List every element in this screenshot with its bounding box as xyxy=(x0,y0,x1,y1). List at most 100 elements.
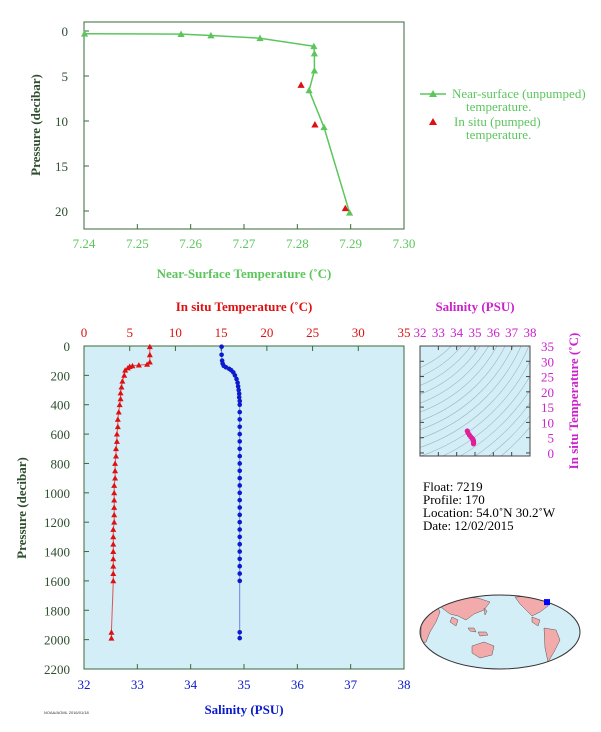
near-surface-point xyxy=(310,49,318,57)
top-x-tick-label: 7.25 xyxy=(126,236,149,251)
salinity-profile-point xyxy=(237,475,243,481)
salinity-profile-point xyxy=(237,571,243,576)
salinity-profile-point xyxy=(237,497,243,503)
top-y-tick-label: 20 xyxy=(55,204,68,219)
near-surface-point xyxy=(310,67,318,74)
salinity-profile-point xyxy=(237,549,243,554)
pressure-tick-label: 1400 xyxy=(44,545,70,560)
temperature-profile-point xyxy=(112,460,119,466)
salinity-tick-label: 38 xyxy=(398,677,411,692)
salinity-profile-point xyxy=(237,409,243,415)
salinity-profile-point xyxy=(237,505,243,510)
temperature-profile-point xyxy=(110,577,117,584)
ts-x-tick-label: 37 xyxy=(505,325,519,340)
temperature-profile-point xyxy=(115,409,122,415)
top-y-axis-label: Pressure (decibar) xyxy=(28,74,43,176)
profile-chart: 32 33 34 35 36 37 38 0 5 10 15 20 25 30 35 0 200 400 600 80… xyxy=(14,299,411,717)
near-surface-point xyxy=(80,30,89,37)
top-x-tick-label: 7.28 xyxy=(286,236,309,251)
float-info: Float: 7219 Profile: 170 Location: 54.0˚… xyxy=(423,479,556,533)
salinity-profile-point xyxy=(237,439,243,444)
temperature-profile-point xyxy=(114,416,121,422)
near-surface-point xyxy=(207,31,215,39)
salinity-profile-point xyxy=(237,578,243,584)
temperature-profile-point xyxy=(110,570,117,576)
salinity-profile-point xyxy=(237,446,243,452)
temperature-profile-point xyxy=(113,431,120,437)
near-surface-point xyxy=(310,42,318,50)
temperature-profile-point xyxy=(124,365,131,371)
salinity-tick-label: 35 xyxy=(238,677,251,692)
top-x-axis-label: Near-Surface Temperature (˚C) xyxy=(157,266,332,281)
pressure-tick-label: 600 xyxy=(51,427,71,442)
salinity-profile-point xyxy=(219,352,224,358)
temperature-profile-point xyxy=(135,362,142,368)
temperature-profile-point xyxy=(111,497,118,503)
salinity-profile-point xyxy=(237,563,243,569)
salinity-profile-point xyxy=(237,534,243,540)
temperature-profile-point xyxy=(119,378,126,384)
top-x-tick-label: 7.27 xyxy=(233,236,256,251)
ts-x-tick-label: 33 xyxy=(432,325,445,340)
temperature-tick-label: 10 xyxy=(169,325,182,340)
temperature-profile-point xyxy=(122,367,129,373)
profile-number: Profile: 170 xyxy=(423,492,485,507)
temperature-profile-point xyxy=(111,519,118,525)
salinity-profile-point xyxy=(237,556,243,562)
temperature-tick-label: 35 xyxy=(398,325,411,340)
credit-text: NOAA/AOML 2016/01/18 xyxy=(44,710,90,715)
ts-y-tick-label: 0 xyxy=(548,446,555,461)
temperature-profile-point xyxy=(111,482,118,488)
salinity-profile-point xyxy=(237,424,243,430)
salinity-profile-point xyxy=(232,373,238,378)
temperature-profile-point xyxy=(110,555,117,562)
temperature-profile-point xyxy=(114,423,121,430)
salinity-profile-point xyxy=(236,387,241,393)
temperature-profile-point xyxy=(111,511,118,518)
pressure-tick-label: 1200 xyxy=(44,515,70,530)
temperature-profile-point xyxy=(113,445,119,452)
salinity-profile-point xyxy=(235,380,240,386)
salinity-profile-point xyxy=(237,461,243,466)
pressure-tick-label: 400 xyxy=(51,398,71,413)
salinity-profile-point xyxy=(237,541,243,547)
salinity-profile-point xyxy=(237,398,243,404)
near-surface-point xyxy=(177,30,185,38)
pressure-tick-label: 0 xyxy=(64,339,71,354)
ts-x-tick-label: 32 xyxy=(414,325,427,340)
top-x-tick-label: 7.26 xyxy=(179,236,202,251)
temperature-profile-point xyxy=(110,548,117,554)
in-situ-point xyxy=(311,121,319,128)
salinity-profile-point xyxy=(237,402,243,408)
ts-x-tick-label: 35 xyxy=(469,325,482,340)
legend-label-unpumped-line1: Near-surface (unpumped) xyxy=(452,86,586,101)
temperature-profile-point xyxy=(110,533,117,540)
near-surface-point xyxy=(320,123,328,131)
float-location-marker xyxy=(544,599,550,606)
ts-x-axis-label: Salinity (PSU) xyxy=(435,299,514,314)
temperature-profile-point xyxy=(113,438,120,444)
ts-y-tick-label: 20 xyxy=(541,385,554,400)
temperature-profile-point xyxy=(121,372,128,378)
top-y-tick-label: 0 xyxy=(62,24,69,39)
temperature-profile-point xyxy=(113,453,119,459)
temperature-tick-label: 20 xyxy=(260,325,273,340)
salinity-tick-label: 34 xyxy=(184,677,198,692)
ts-y-tick-label: 10 xyxy=(541,415,554,430)
temperature-profile-point xyxy=(117,389,124,396)
ts-y-tick-label: 5 xyxy=(548,431,555,446)
salinity-profile-point xyxy=(235,384,241,389)
legend-label-unpumped-line2: temperature. xyxy=(466,99,531,114)
pressure-tick-label: 1600 xyxy=(44,574,70,589)
in-situ-point xyxy=(341,204,349,212)
salinity-profile-point xyxy=(237,453,243,459)
pressure-tick-label: 1800 xyxy=(44,603,70,618)
top-legend: Near-surface (unpumped) temperature. In … xyxy=(420,86,586,142)
near-surface-temperature-chart: 7.24 7.25 7.26 7.27 7.28 7.29 7.30 0 5 10 15 20 Nea… xyxy=(28,21,586,281)
float-id: Float: 7219 xyxy=(423,479,483,494)
temperature-profile-point xyxy=(110,563,117,569)
top-y-tick-label: 15 xyxy=(55,159,68,174)
temperature-profile-point xyxy=(112,467,119,474)
legend-marker-unpumped xyxy=(429,90,437,97)
